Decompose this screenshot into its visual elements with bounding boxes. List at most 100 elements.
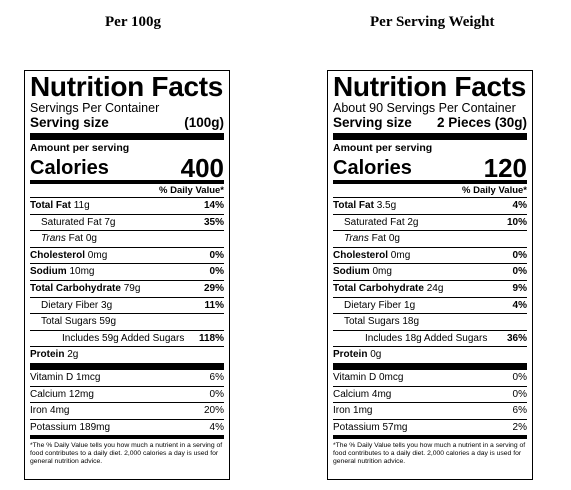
- heading-per-100g: Per 100g: [105, 14, 161, 30]
- trans-fat-row: Trans Fat 0g: [333, 231, 527, 248]
- footnote: *The % Daily Value tells you how much a …: [333, 442, 526, 466]
- nutrient-dv: 2%: [512, 421, 527, 433]
- nutrient-amount: Fat 0g: [371, 233, 400, 245]
- nutrient-name: Calcium 12mg: [30, 388, 94, 400]
- nutrient-dv: 9%: [512, 282, 527, 294]
- nutrient-dv: 4%: [512, 200, 527, 211]
- label-title: Nutrition Facts: [333, 71, 527, 102]
- serving-size-label: Serving size: [30, 115, 109, 130]
- total-carbohydrate-row: Total Carbohydrate 24g 9%: [333, 281, 527, 298]
- nutrient-name: Total Fat: [30, 200, 71, 211]
- medium-divider: [333, 180, 527, 184]
- calories-label: Calories: [333, 157, 412, 179]
- nutrient-amount: 0mg: [87, 249, 108, 261]
- nutrient-amount: 24g: [426, 282, 444, 294]
- saturated-fat-row: Saturated Fat 2g 10%: [333, 215, 527, 232]
- trans-fat-row: Trans Fat 0g: [30, 231, 224, 248]
- calories-label: Calories: [30, 157, 109, 179]
- nutrition-label-per-100g: Nutrition Facts Servings Per Container S…: [24, 70, 230, 480]
- nutrient-amount: 0mg: [372, 266, 392, 278]
- nutrient-dv: 0%: [512, 266, 527, 278]
- nutrient-name: Dietary Fiber 3g: [41, 299, 113, 311]
- protein-row: Protein 2g: [30, 347, 224, 363]
- nutrient-dv: 0%: [512, 388, 527, 400]
- medium-divider: [30, 435, 224, 440]
- nutrient-dv: 29%: [203, 282, 224, 294]
- serving-size-row: Serving size (100g): [30, 115, 224, 133]
- daily-value-header: % Daily Value*: [30, 184, 224, 198]
- nutrient-dv: 4%: [512, 299, 527, 311]
- nutrient-name: Vitamin D 1mcg: [30, 371, 101, 383]
- serving-size-label: Serving size: [333, 115, 412, 130]
- iron-row: Iron 4mg 20%: [30, 403, 224, 420]
- nutrient-name: Saturated Fat 7g: [41, 216, 116, 228]
- thick-divider: [333, 133, 527, 140]
- cholesterol-row: Cholesterol 0mg 0%: [333, 248, 527, 265]
- nutrient-amount: Fat 0g: [68, 233, 97, 245]
- nutrition-label-per-serving: Nutrition Facts About 90 Servings Per Co…: [327, 70, 533, 480]
- total-fat-row: Total Fat 11g 14%: [30, 198, 224, 215]
- nutrient-amount: 11g: [73, 200, 90, 211]
- nutrient-name: Sodium: [333, 266, 370, 278]
- calories-row: Calories 120: [333, 153, 527, 183]
- label-title: Nutrition Facts: [30, 71, 224, 102]
- added-sugars-row: Includes 18g Added Sugars 36%: [333, 331, 527, 348]
- nutrient-dv: 0%: [209, 249, 224, 261]
- calories-value: 400: [180, 153, 224, 183]
- calcium-row: Calcium 12mg 0%: [30, 387, 224, 404]
- nutrient-dv: 0%: [209, 388, 224, 400]
- nutrient-amount: 0g: [370, 349, 382, 361]
- calories-row: Calories 400: [30, 153, 224, 183]
- calories-value: 120: [483, 153, 527, 183]
- nutrient-dv: 14%: [203, 200, 224, 211]
- cholesterol-row: Cholesterol 0mg 0%: [30, 248, 224, 265]
- saturated-fat-row: Saturated Fat 7g 35%: [30, 215, 224, 232]
- total-carbohydrate-row: Total Carbohydrate 79g 29%: [30, 281, 224, 298]
- total-sugars-row: Total Sugars 59g: [30, 314, 224, 331]
- nutrient-name: Iron 4mg: [30, 405, 70, 417]
- vitamin-d-row: Vitamin D 1mcg 6%: [30, 370, 224, 387]
- nutrient-name: Sodium: [30, 266, 67, 278]
- calcium-row: Calcium 4mg 0%: [333, 387, 527, 404]
- amount-per-serving: Amount per serving: [333, 142, 433, 154]
- nutrient-dv: 4%: [209, 421, 224, 433]
- nutrient-dv: 35%: [203, 216, 224, 228]
- serving-size-row: Serving size 2 Pieces (30g): [333, 115, 527, 133]
- nutrient-name: Cholesterol: [30, 249, 86, 261]
- potassium-row: Potassium 189mg 4%: [30, 420, 224, 436]
- dietary-fiber-row: Dietary Fiber 3g 11%: [30, 298, 224, 315]
- nutrient-name: Vitamin D 0mcg: [333, 371, 404, 383]
- nutrient-dv: 10%: [506, 216, 527, 228]
- daily-value-header: % Daily Value*: [333, 184, 527, 198]
- serving-size-value: 2 Pieces (30g): [436, 115, 527, 130]
- nutrient-amount: 10mg: [69, 266, 95, 278]
- nutrient-name: Trans: [344, 233, 369, 245]
- nutrient-name: Total Fat: [333, 200, 374, 211]
- nutrient-name: Calcium 4mg: [333, 388, 392, 400]
- nutrient-name: Iron 1mg: [333, 405, 373, 417]
- nutrient-name: Dietary Fiber 1g: [344, 299, 416, 311]
- nutrient-name: Includes 59g Added Sugars: [62, 332, 185, 344]
- nutrient-amount: 79g: [123, 282, 141, 294]
- thick-divider: [30, 133, 224, 140]
- medium-divider: [333, 435, 527, 440]
- nutrient-amount: 3.5g: [376, 200, 397, 211]
- nutrient-name: Potassium 57mg: [333, 421, 408, 433]
- nutrient-name: Potassium 189mg: [30, 421, 111, 433]
- added-sugars-row: Includes 59g Added Sugars 118%: [30, 331, 224, 348]
- serving-size-value: (100g): [184, 115, 224, 130]
- nutrient-amount: 0mg: [390, 249, 411, 261]
- thick-divider: [30, 362, 224, 370]
- sodium-row: Sodium 0mg 0%: [333, 264, 527, 281]
- sodium-row: Sodium 10mg 0%: [30, 264, 224, 281]
- total-sugars-row: Total Sugars 18g: [333, 314, 527, 331]
- vitamin-d-row: Vitamin D 0mcg 0%: [333, 370, 527, 387]
- nutrient-dv: 0%: [209, 266, 224, 278]
- nutrient-dv: 118%: [198, 332, 224, 344]
- nutrient-dv: 6%: [512, 405, 527, 417]
- nutrient-name: Total Sugars 18g: [344, 316, 420, 328]
- nutrient-name: Total Carbohydrate: [333, 282, 424, 294]
- nutrient-dv: 36%: [506, 332, 527, 344]
- total-fat-row: Total Fat 3.5g 4%: [333, 198, 527, 215]
- iron-row: Iron 1mg 6%: [333, 403, 527, 420]
